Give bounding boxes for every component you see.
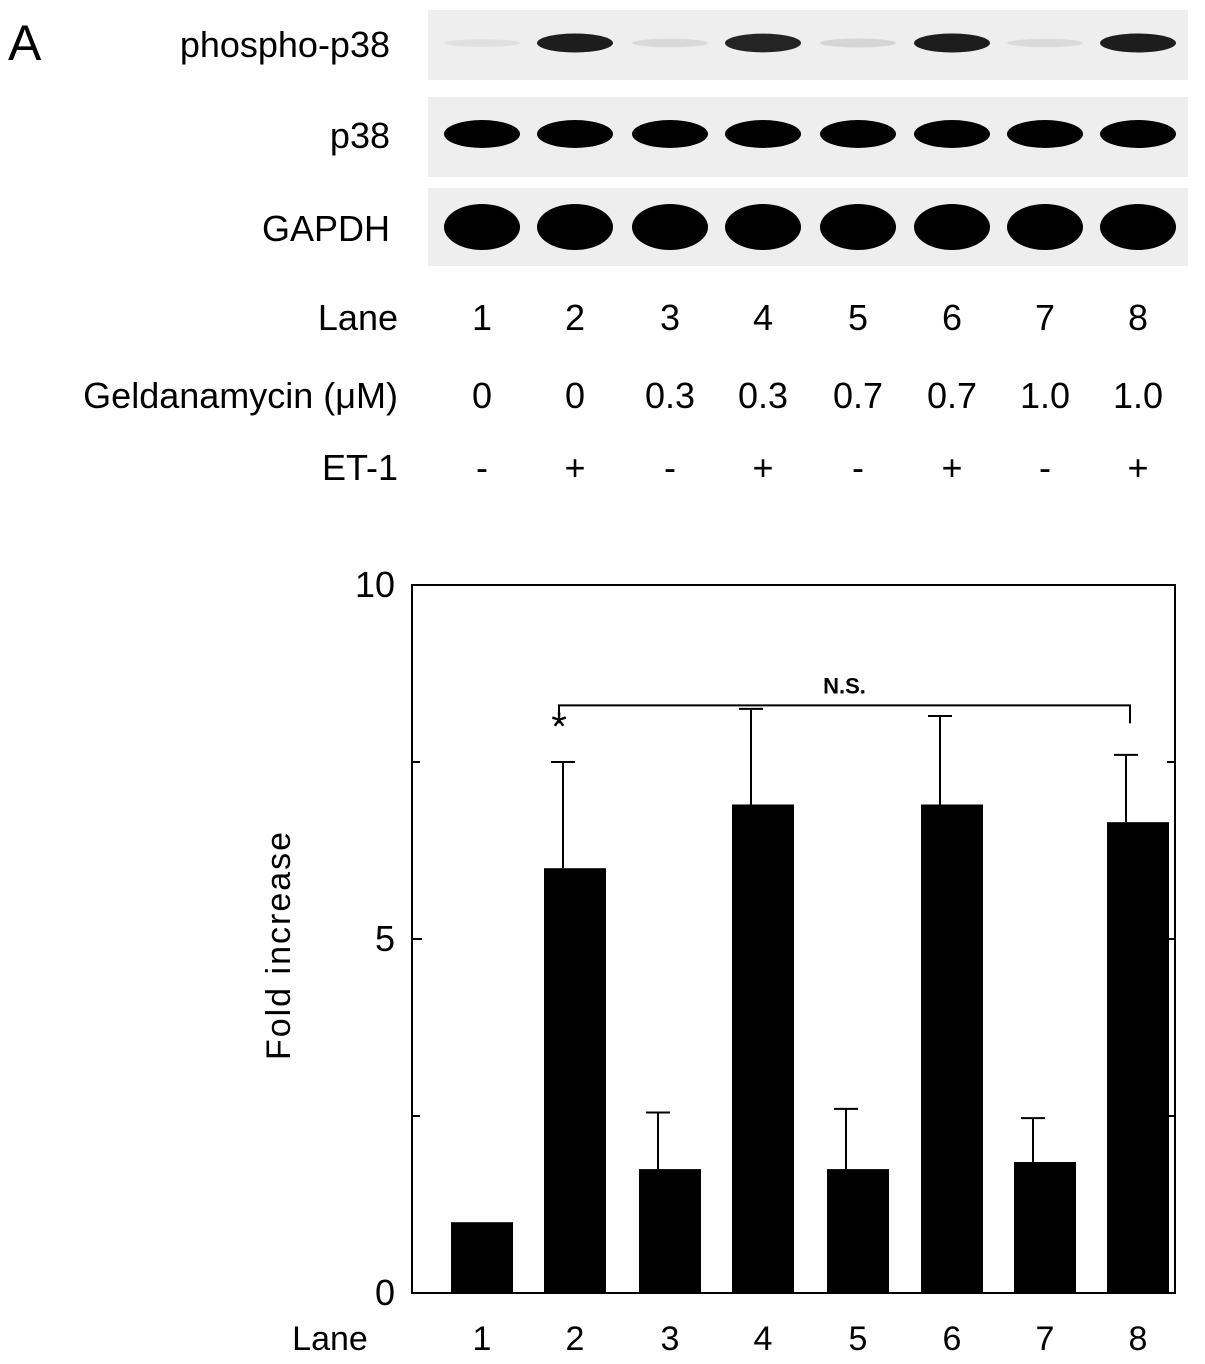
condition-label: Geldanamycin (μM): [83, 375, 398, 416]
condition-value: 6: [942, 297, 962, 338]
comparison-label: N.S.: [823, 673, 866, 698]
bar: [1107, 822, 1169, 1293]
blot-band: [820, 204, 896, 250]
x-tick-label: 3: [661, 1320, 680, 1358]
bar: [827, 1169, 889, 1293]
condition-value: -: [852, 447, 864, 488]
blot-band: [914, 120, 990, 148]
condition-value: 0: [565, 375, 585, 416]
x-tick-label: 6: [943, 1320, 962, 1358]
bar-chart: 0 5 10 * N.S. 1 2 3 4 5 6 7 8 Lane Fold increase: [260, 564, 1176, 1358]
bar: [639, 1169, 701, 1293]
condition-value: 2: [565, 297, 585, 338]
x-tick-label: 2: [566, 1320, 585, 1358]
comparison-bracket: [558, 704, 1131, 724]
blot-band: [725, 204, 801, 250]
y-axis-label: Fold increase: [260, 830, 298, 1060]
condition-value: -: [476, 447, 488, 488]
condition-value: 1.0: [1020, 375, 1070, 416]
blot-band: [444, 204, 520, 250]
blot-band: [914, 204, 990, 250]
blot-band: [820, 120, 896, 148]
condition-value: 5: [848, 297, 868, 338]
error-bars: [551, 707, 1138, 1170]
x-axis-label: Lane: [292, 1320, 368, 1358]
significance-marker: *: [551, 705, 567, 749]
blot-band: [632, 120, 708, 148]
blot-band: [444, 120, 520, 148]
condition-value: 1.0: [1113, 375, 1163, 416]
y-tick-label: 5: [375, 918, 395, 959]
condition-value: +: [564, 447, 585, 488]
blot-row-label: phospho-p38: [180, 24, 390, 65]
y-tick-label: 0: [375, 1272, 395, 1313]
blot-band: [725, 120, 801, 148]
condition-value: 3: [660, 297, 680, 338]
condition-value: 0.3: [645, 375, 695, 416]
blot-band: [632, 38, 708, 48]
bars: [451, 804, 1169, 1293]
blot-row-label: GAPDH: [262, 208, 390, 249]
condition-value: +: [1127, 447, 1148, 488]
condition-value: 4: [753, 297, 773, 338]
blot-band: [632, 204, 708, 250]
condition-label: ET-1: [322, 447, 398, 488]
blot-band: [1100, 204, 1176, 250]
condition-value: 7: [1035, 297, 1055, 338]
panel-label: A: [8, 15, 42, 71]
blot-band: [1007, 38, 1083, 48]
blot-row-label: p38: [330, 115, 390, 156]
bar: [732, 804, 794, 1293]
blot-band: [537, 204, 613, 250]
condition-value: 0.7: [833, 375, 883, 416]
condition-value: -: [1039, 447, 1051, 488]
western-blot: phospho-p38 p38 GAPDH: [180, 10, 1188, 266]
blot-band: [1007, 120, 1083, 148]
condition-value: +: [752, 447, 773, 488]
condition-label: Lane: [318, 297, 398, 338]
condition-value: 1: [472, 297, 492, 338]
x-tick-label: 1: [473, 1320, 492, 1358]
x-tick-label: 4: [754, 1320, 773, 1358]
bar: [544, 868, 606, 1293]
x-tick-labels: 1 2 3 4 5 6 7 8: [473, 1320, 1148, 1358]
blot-band: [444, 39, 520, 47]
axis-ticks: 0 5 10: [355, 564, 1175, 1313]
bar: [451, 1222, 513, 1293]
annotations: * N.S.: [551, 673, 1131, 749]
condition-value: -: [664, 447, 676, 488]
condition-value: 0.7: [927, 375, 977, 416]
blot-band: [1100, 33, 1176, 53]
lane-conditions-table: Lane 1 2 3 4 5 6 7 8 Geldanamycin (μM) 0 0 0.3 0.3 0.7…: [83, 297, 1163, 488]
x-tick-label: 5: [849, 1320, 868, 1358]
blot-band: [914, 33, 990, 53]
blot-band: [725, 33, 801, 53]
condition-value: 0.3: [738, 375, 788, 416]
x-tick-label: 8: [1129, 1320, 1148, 1358]
x-tick-label: 7: [1036, 1320, 1055, 1358]
blot-band: [537, 33, 613, 53]
blot-band: [1007, 204, 1083, 250]
condition-value: 0: [472, 375, 492, 416]
condition-value: 8: [1128, 297, 1148, 338]
bar: [1014, 1162, 1076, 1293]
blot-band: [1100, 120, 1176, 148]
blot-band: [820, 38, 896, 48]
y-tick-label: 10: [355, 564, 395, 605]
condition-value: +: [941, 447, 962, 488]
bar: [921, 804, 983, 1293]
blot-band: [537, 120, 613, 148]
